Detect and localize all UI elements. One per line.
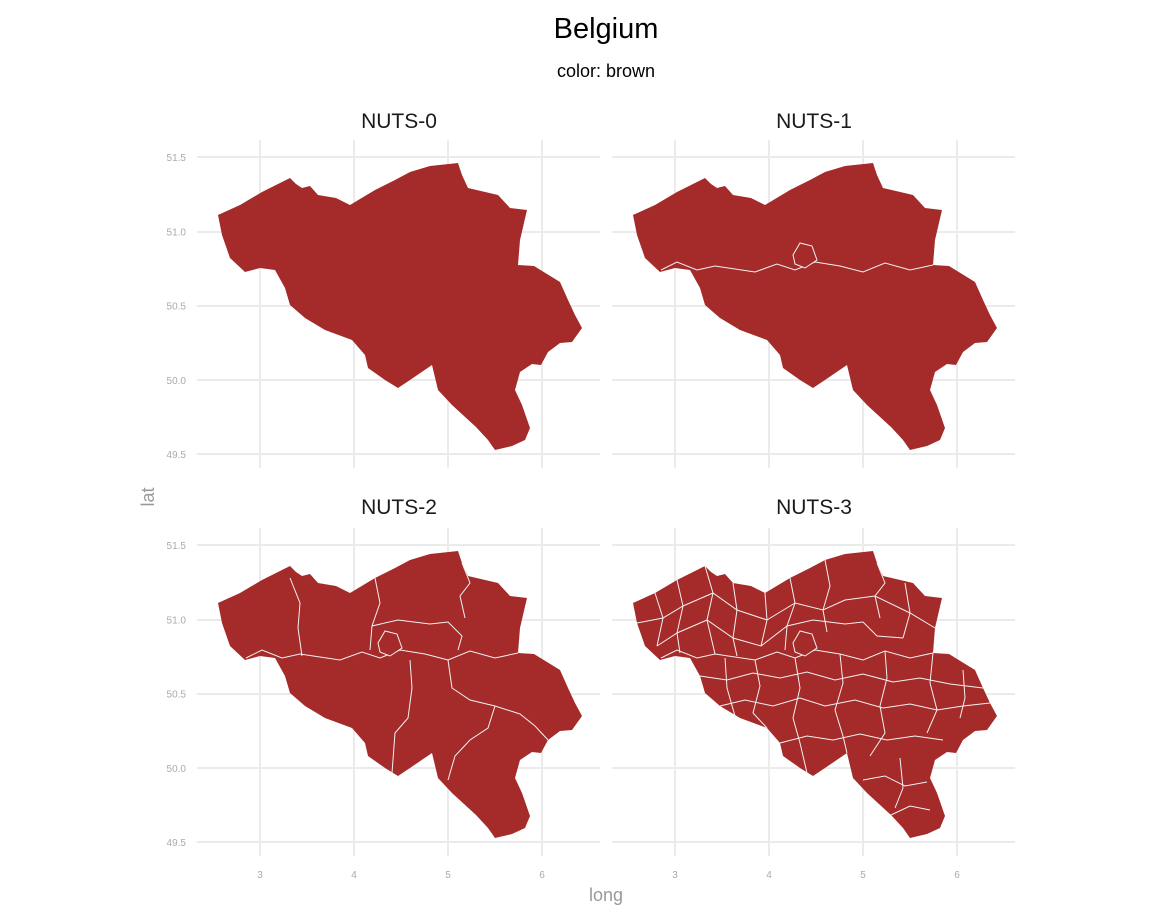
figure-titles: Belgium color: brown [554, 13, 659, 81]
y-tick-label: 51.5 [167, 541, 187, 552]
y-tick-label: 50.5 [167, 690, 187, 701]
belgium-nuts1-regions [633, 163, 997, 450]
panel-nuts-3: NUTS-3 [612, 496, 1015, 856]
x-tick-label: 6 [539, 870, 545, 881]
y-tick-label: 50.0 [167, 764, 187, 775]
panel-nuts-1: NUTS-1 [612, 110, 1015, 468]
x-axis-ticks: 3 4 5 6 3 4 5 6 [257, 870, 960, 881]
x-tick-label: 5 [445, 870, 451, 881]
x-tick-label: 5 [860, 870, 866, 881]
chart-title: Belgium [554, 13, 659, 45]
y-tick-label: 51.5 [167, 153, 187, 164]
x-tick-label: 3 [672, 870, 678, 881]
panel-label: NUTS-2 [361, 496, 437, 519]
x-tick-label: 4 [351, 870, 357, 881]
y-tick-label: 49.5 [167, 838, 187, 849]
x-tick-label: 4 [766, 870, 772, 881]
chart-subtitle: color: brown [557, 61, 655, 81]
y-tick-label: 49.5 [167, 450, 187, 461]
panel-nuts-0: NUTS-0 [197, 110, 600, 468]
belgium-nuts3-regions [633, 551, 997, 838]
y-tick-label: 50.5 [167, 302, 187, 313]
panel-nuts-2: NUTS-2 [197, 496, 600, 856]
y-tick-label: 50.0 [167, 376, 187, 387]
panel-label: NUTS-3 [776, 496, 852, 519]
x-tick-label: 6 [954, 870, 960, 881]
x-axis-title: long [589, 885, 623, 905]
belgium-nuts2-regions [218, 551, 582, 838]
y-tick-label: 51.0 [167, 615, 187, 626]
y-tick-label: 51.0 [167, 227, 187, 238]
x-tick-label: 3 [257, 870, 263, 881]
panel-label: NUTS-0 [361, 110, 437, 133]
y-axis-title: lat [138, 487, 158, 506]
panel-label: NUTS-1 [776, 110, 852, 133]
y-axis-ticks: 51.5 51.0 50.5 50.0 49.5 51.5 51.0 50.5 50.0 49.5 [167, 153, 187, 849]
